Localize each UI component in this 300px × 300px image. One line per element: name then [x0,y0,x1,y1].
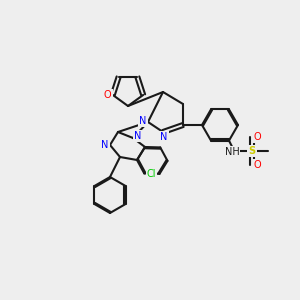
Text: N: N [101,140,109,150]
Text: O: O [104,90,112,100]
Text: N: N [139,116,147,126]
Text: N: N [134,131,142,141]
Text: Cl: Cl [147,169,156,179]
Text: O: O [253,160,261,170]
Text: N: N [160,132,168,142]
Text: NH: NH [225,147,239,157]
Text: S: S [248,146,256,156]
Text: O: O [253,132,261,142]
